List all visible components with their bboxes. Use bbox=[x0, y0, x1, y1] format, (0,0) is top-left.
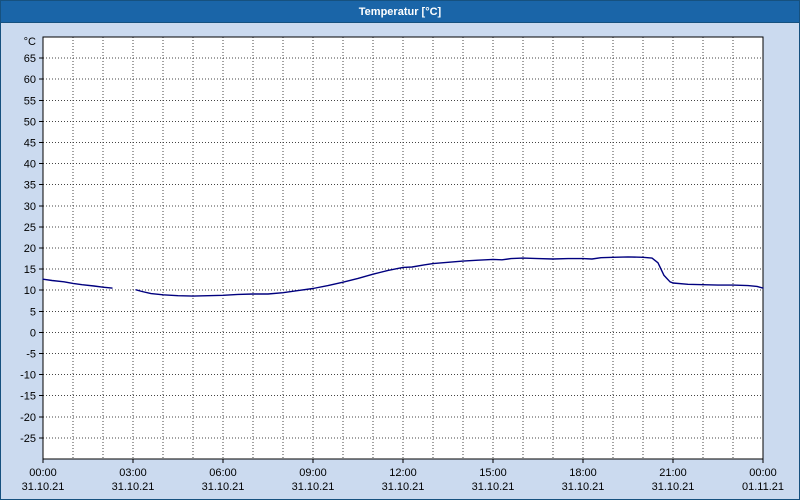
svg-text:31.10.21: 31.10.21 bbox=[292, 481, 335, 493]
svg-text:10: 10 bbox=[24, 285, 36, 297]
plot-border bbox=[39, 36, 764, 463]
y-axis-unit: °C bbox=[24, 36, 36, 48]
svg-text:03:00: 03:00 bbox=[119, 467, 147, 479]
svg-text:50: 50 bbox=[24, 116, 36, 128]
window-titlebar: Temperatur [°C] bbox=[1, 1, 799, 23]
svg-text:45: 45 bbox=[24, 138, 36, 150]
window-title: Temperatur [°C] bbox=[358, 5, 442, 18]
svg-text:20: 20 bbox=[24, 243, 36, 255]
svg-text:65: 65 bbox=[24, 53, 36, 65]
svg-text:09:00: 09:00 bbox=[299, 467, 327, 479]
chart-area: 65 60 55 50 45 40 35 30 25 20 15 10 5 0 -5 -10 -15 -20 -25… bbox=[1, 23, 799, 499]
svg-text:0: 0 bbox=[30, 327, 36, 339]
svg-text:18:00: 18:00 bbox=[569, 467, 597, 479]
svg-text:60: 60 bbox=[24, 74, 36, 86]
svg-text:-15: -15 bbox=[20, 391, 36, 403]
x-tick-labels: 00:00 31.10.21 03:00 31.10.21 06:00 31.10.21 0… bbox=[22, 467, 784, 493]
temperature-line bbox=[42, 256, 764, 297]
svg-text:31.10.21: 31.10.21 bbox=[22, 481, 65, 493]
svg-text:31.10.21: 31.10.21 bbox=[382, 481, 425, 493]
svg-text:-10: -10 bbox=[20, 370, 36, 382]
svg-text:-5: -5 bbox=[26, 349, 36, 361]
svg-text:30: 30 bbox=[24, 201, 36, 213]
svg-text:25: 25 bbox=[24, 222, 36, 234]
svg-text:35: 35 bbox=[24, 180, 36, 192]
svg-text:55: 55 bbox=[24, 95, 36, 107]
svg-text:-25: -25 bbox=[20, 433, 36, 445]
svg-text:15:00: 15:00 bbox=[479, 467, 507, 479]
svg-text:-20: -20 bbox=[20, 412, 36, 424]
svg-text:40: 40 bbox=[24, 159, 36, 171]
svg-text:21:00: 21:00 bbox=[659, 467, 687, 479]
svg-text:31.10.21: 31.10.21 bbox=[562, 481, 605, 493]
temperature-chart: 65605550454035302520151050-5-10-15-20-25… bbox=[20, 36, 784, 493]
svg-text:00:00: 00:00 bbox=[29, 467, 57, 479]
gridlines bbox=[43, 37, 763, 459]
svg-text:06:00: 06:00 bbox=[209, 467, 237, 479]
svg-text:12:00: 12:00 bbox=[389, 467, 417, 479]
svg-text:31.10.21: 31.10.21 bbox=[112, 481, 155, 493]
svg-text:°C: °C bbox=[24, 36, 36, 48]
svg-text:00:00: 00:00 bbox=[749, 467, 777, 479]
svg-text:31.10.21: 31.10.21 bbox=[202, 481, 245, 493]
svg-text:01.11.21: 01.11.21 bbox=[742, 481, 784, 493]
svg-text:15: 15 bbox=[24, 264, 36, 276]
svg-text:31.10.21: 31.10.21 bbox=[472, 481, 515, 493]
svg-text:31.10.21: 31.10.21 bbox=[652, 481, 695, 493]
svg-text:5: 5 bbox=[30, 306, 36, 318]
